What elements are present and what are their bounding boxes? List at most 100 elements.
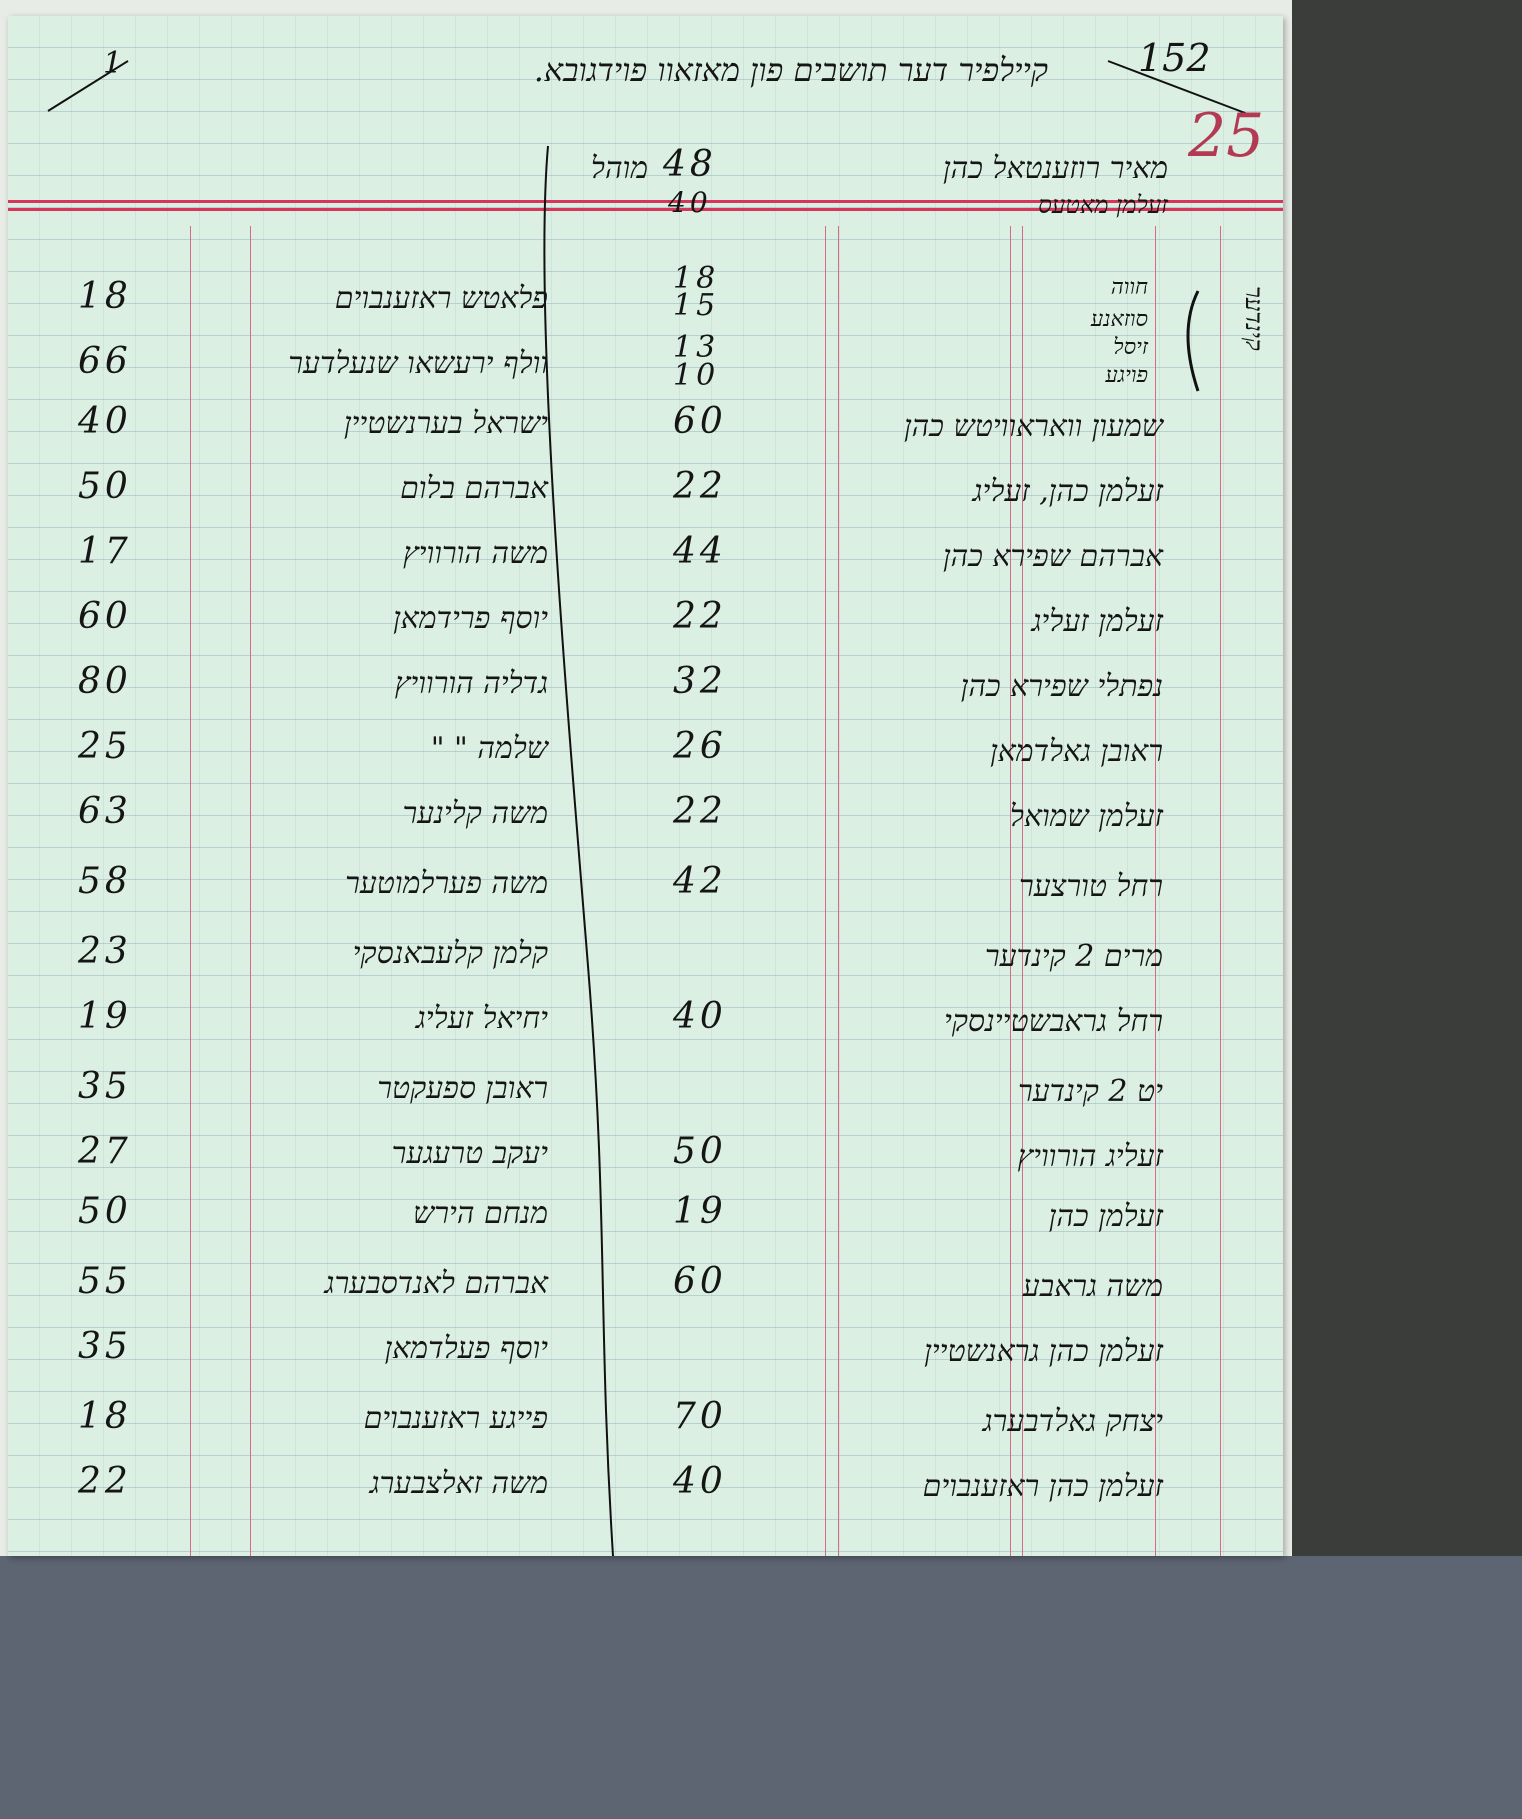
- right-name: נפתלי שפירא כהן: [960, 669, 1163, 704]
- left-number: 50: [78, 1191, 132, 1232]
- right-name: זעלמן כהן: [1048, 1199, 1163, 1234]
- left-name: גדליה הורוויץ: [394, 666, 548, 701]
- column-divider-curve: [47, 60, 1254, 1556]
- top-row-name: זעלמן מאטעס: [1038, 191, 1168, 219]
- left-name: אברהם לאנדסבערג: [324, 1266, 548, 1301]
- child-name: זיסל: [1113, 335, 1148, 360]
- column-rule: [1155, 226, 1156, 1556]
- column-rule: [825, 226, 826, 1556]
- left-name: קלמן קלעבאנסקי: [352, 936, 548, 971]
- child-age: 10: [673, 358, 720, 393]
- right-name: ראובן גאלדמאן: [990, 734, 1163, 769]
- left-number: 22: [78, 1461, 132, 1502]
- right-name: רחל גראבשטיינסקי: [944, 1004, 1163, 1039]
- left-name: משה זאלצבערג: [369, 1466, 548, 1501]
- page-edge: [0, 1556, 1522, 1819]
- middle-number: 22: [673, 466, 727, 507]
- left-name: פלאטש ראזענבוים: [334, 281, 548, 316]
- column-rule: [1220, 226, 1221, 1556]
- right-name: משה גראבע: [1022, 1269, 1163, 1304]
- child-name: סוזאנע: [1090, 307, 1148, 332]
- left-number: 40: [78, 401, 132, 442]
- right-name: זעליג הורוויץ: [1017, 1139, 1163, 1174]
- middle-number: 32: [673, 661, 727, 702]
- middle-number: 50: [673, 1131, 727, 1172]
- top-row-number: 48: [663, 144, 717, 185]
- right-name: זעלמן כהן ראזענבוים: [922, 1469, 1163, 1504]
- top-row-name: מאיר רוזענטאל כהן: [942, 151, 1168, 186]
- left-name: ישראל בערנשטיין: [343, 406, 548, 441]
- page-mark: 1: [103, 46, 123, 81]
- left-number: 18: [78, 1396, 132, 1437]
- left-number: 35: [78, 1326, 132, 1367]
- left-name: פייגע ראזענבוים: [363, 1401, 548, 1436]
- child-age: 13: [673, 330, 720, 365]
- child-age: 18: [673, 261, 720, 296]
- left-name: יעקב טרעגער: [391, 1136, 548, 1171]
- middle-number: 60: [673, 401, 727, 442]
- top-row-note: מוהל: [590, 151, 648, 186]
- left-number: 18: [78, 276, 132, 317]
- background-surface: [1292, 0, 1522, 1819]
- middle-number: 19: [673, 1191, 727, 1232]
- right-name: זעלמן כהן גראנשטיין: [924, 1334, 1163, 1369]
- middle-number: 40: [673, 996, 727, 1037]
- right-name: יט 2 קינדער: [1017, 1074, 1163, 1109]
- left-name: יוסף פעלדמאן: [384, 1331, 548, 1366]
- middle-number: 26: [673, 726, 727, 767]
- middle-number: 22: [673, 596, 727, 637]
- right-name: זעלמן זעליג: [1031, 604, 1163, 639]
- left-number: 25: [78, 726, 132, 767]
- left-name: מנחם הירש: [413, 1196, 548, 1231]
- left-name: משה קלינער: [402, 796, 548, 831]
- left-name: וולף ירעשאו שנעלדער: [288, 346, 548, 381]
- right-name: אברהם שפירא כהן: [942, 539, 1163, 574]
- left-name: יחיאל זעליג: [415, 1001, 548, 1036]
- right-name: יצחק גאלדבערג: [982, 1404, 1163, 1439]
- left-name: שלמה " ": [430, 731, 548, 766]
- top-row-number: 40: [668, 186, 712, 219]
- left-number: 80: [78, 661, 132, 702]
- column-rule: [1010, 226, 1011, 1556]
- left-number: 60: [78, 596, 132, 637]
- children-label: קינדער: [1240, 286, 1268, 351]
- right-name: זעלמן שמואל: [1009, 799, 1163, 834]
- column-rule: [838, 226, 839, 1556]
- left-number: 27: [78, 1131, 132, 1172]
- right-name: שמעון וואראוויטש כהן: [904, 409, 1163, 444]
- right-name: מרים 2 קינדער: [984, 939, 1163, 974]
- right-name: זעלמן כהן, זעליג: [972, 474, 1163, 509]
- column-rule: [190, 226, 191, 1556]
- left-number: 17: [78, 531, 132, 572]
- left-number: 55: [78, 1261, 132, 1302]
- middle-number: 70: [673, 1396, 727, 1437]
- left-number: 66: [78, 341, 132, 382]
- left-number: 23: [78, 931, 132, 972]
- red-rule: [8, 200, 1283, 203]
- child-name: חווה: [1110, 275, 1148, 300]
- child-name: פויגע: [1105, 363, 1148, 388]
- left-name: יוסף פרידמאן: [393, 601, 548, 636]
- column-rule: [250, 226, 251, 1556]
- right-name: רחל טורצער: [1018, 869, 1163, 904]
- ledger-page: 1 קיילפיר דער תושבים פון מאזאוו פוידגובא…: [8, 16, 1283, 1556]
- middle-number: 22: [673, 791, 727, 832]
- left-number: 58: [78, 861, 132, 902]
- middle-number: 44: [673, 531, 727, 572]
- left-number: 35: [78, 1066, 132, 1107]
- left-number: 50: [78, 466, 132, 507]
- folio-number: 152: [1138, 36, 1211, 80]
- child-age: 15: [673, 288, 720, 323]
- red-rule: [8, 208, 1283, 211]
- left-name: אברהם בלום: [400, 471, 548, 506]
- page-title: קיילפיר דער תושבים פון מאזאוו פוידגובא.: [533, 51, 1048, 89]
- left-number: 63: [78, 791, 132, 832]
- middle-number: 42: [673, 861, 727, 902]
- middle-number: 40: [673, 1461, 727, 1502]
- left-name: ראובן ספעקטר: [377, 1071, 548, 1106]
- folio-red-number: 25: [1188, 101, 1265, 171]
- column-rule: [1022, 226, 1023, 1556]
- left-name: משה הורוויץ: [403, 536, 548, 571]
- left-number: 19: [78, 996, 132, 1037]
- middle-number: 60: [673, 1261, 727, 1302]
